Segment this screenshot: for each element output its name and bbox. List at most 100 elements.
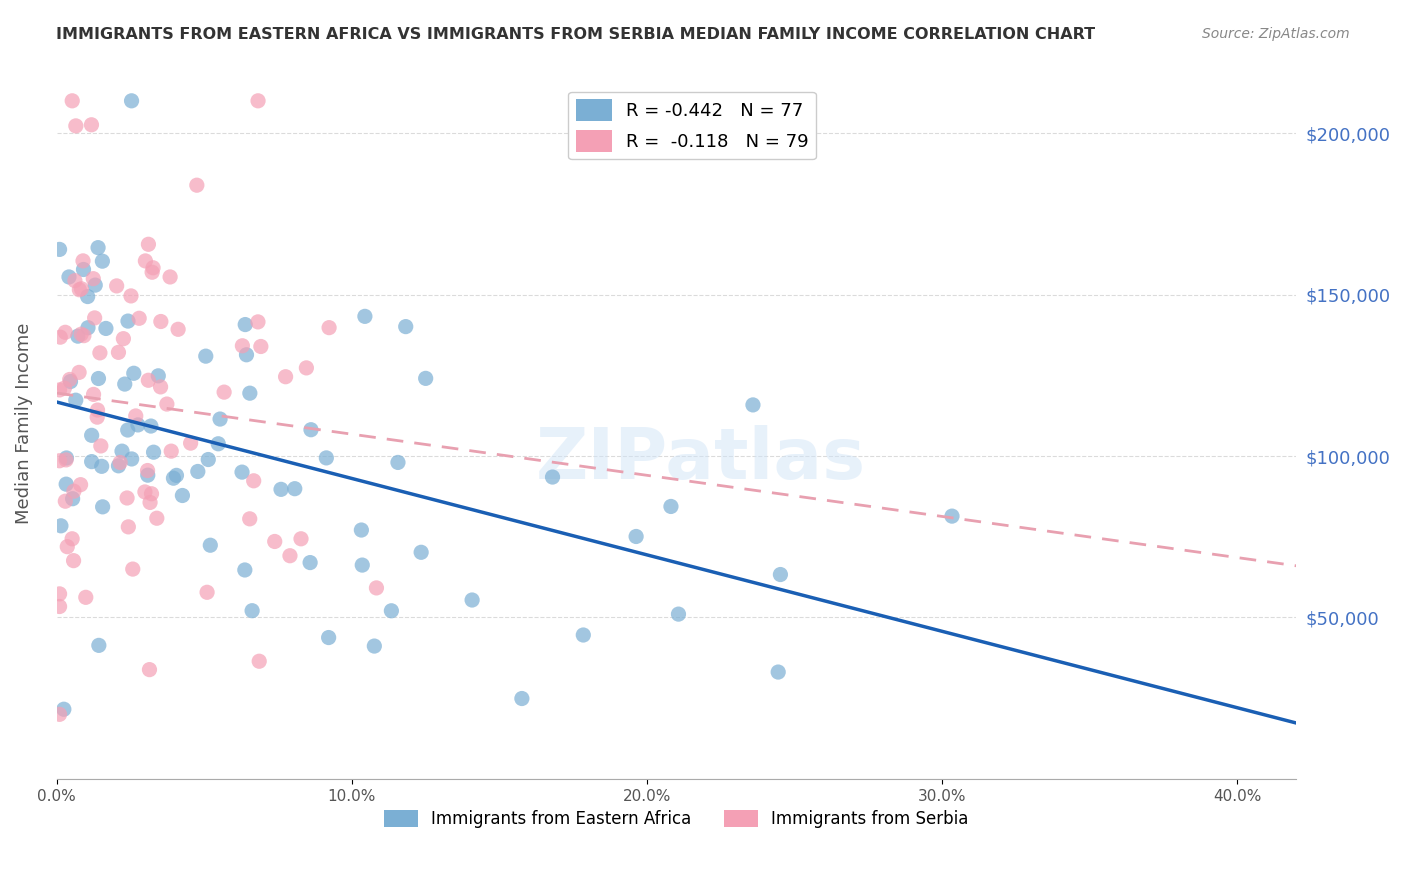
Text: IMMIGRANTS FROM EASTERN AFRICA VS IMMIGRANTS FROM SERBIA MEDIAN FAMILY INCOME CO: IMMIGRANTS FROM EASTERN AFRICA VS IMMIGR… [56,27,1095,42]
Immigrants from Serbia [49,330,72,344]
Immigrants from Serbia [290,532,312,546]
Immigrants from Serbia [239,512,262,526]
Immigrants from Serbia [141,487,163,501]
Immigrants from Serbia [138,373,160,387]
Immigrants from Serbia [63,274,86,288]
Immigrants from Serbia [263,534,285,549]
Immigrants from Serbia [138,663,160,677]
Immigrants from Serbia [120,289,142,303]
Immigrants from Eastern Africa [117,423,139,437]
Immigrants from Serbia [186,178,208,193]
Immigrants from Serbia [90,439,112,453]
Immigrants from Eastern Africa [87,639,110,653]
Immigrants from Eastern Africa [510,691,533,706]
Immigrants from Eastern Africa [49,518,72,533]
Immigrants from Eastern Africa [48,243,70,257]
Immigrants from Eastern Africa [84,278,107,293]
Immigrants from Serbia [247,654,270,668]
Immigrants from Serbia [48,454,70,468]
Immigrants from Eastern Africa [91,254,114,268]
Immigrants from Eastern Africa [162,471,184,485]
Immigrants from Eastern Africa [142,445,165,459]
Immigrants from Eastern Africa [387,455,409,469]
Immigrants from Serbia [250,339,273,353]
Immigrants from Eastern Africa [197,452,219,467]
Immigrants from Serbia [53,381,76,395]
Immigrants from Serbia [80,118,103,132]
Immigrants from Eastern Africa [148,368,170,383]
Immigrants from Eastern Africa [207,437,229,451]
Immigrants from Serbia [62,554,84,568]
Immigrants from Eastern Africa [87,371,110,385]
Immigrants from Serbia [67,365,90,379]
Immigrants from Eastern Africa [742,398,765,412]
Immigrants from Serbia [59,372,82,386]
Immigrants from Eastern Africa [80,428,103,442]
Immigrants from Eastern Africa [411,545,433,559]
Immigrants from Eastern Africa [415,371,437,385]
Immigrants from Serbia [105,279,128,293]
Immigrants from Serbia [56,540,79,554]
Immigrants from Eastern Africa [77,320,100,334]
Immigrants from Eastern Africa [240,604,263,618]
Immigrants from Eastern Africa [769,567,792,582]
Immigrants from Eastern Africa [541,470,564,484]
Immigrants from Eastern Africa [766,665,789,679]
Immigrants from Serbia [318,320,340,334]
Immigrants from Eastern Africa [114,377,136,392]
Immigrants from Serbia [195,585,218,599]
Immigrants from Eastern Africa [66,329,89,343]
Immigrants from Eastern Africa [121,94,143,108]
Immigrants from Serbia [53,494,76,508]
Text: ZIPatlas: ZIPatlas [536,425,866,494]
Immigrants from Eastern Africa [318,631,340,645]
Immigrants from Serbia [107,345,129,359]
Immigrants from Eastern Africa [941,509,963,524]
Text: Source: ZipAtlas.com: Source: ZipAtlas.com [1202,27,1350,41]
Immigrants from Serbia [134,484,156,499]
Immigrants from Serbia [149,314,172,328]
Immigrants from Serbia [86,403,108,417]
Immigrants from Eastern Africa [55,450,77,465]
Immigrants from Serbia [167,322,190,336]
Immigrants from Eastern Africa [72,262,94,277]
Immigrants from Eastern Africa [111,444,134,458]
Immigrants from Eastern Africa [55,477,77,491]
Immigrants from Serbia [146,511,169,525]
Immigrants from Serbia [246,315,269,329]
Immigrants from Serbia [89,346,111,360]
Immigrants from Eastern Africa [76,289,98,303]
Immigrants from Eastern Africa [363,639,385,653]
Immigrants from Eastern Africa [90,459,112,474]
Immigrants from Eastern Africa [299,423,322,437]
Immigrants from Serbia [48,383,70,397]
Immigrants from Serbia [112,332,135,346]
Immigrants from Serbia [65,119,87,133]
Immigrants from Eastern Africa [121,452,143,467]
Immigrants from Eastern Africa [62,491,84,506]
Immigrants from Serbia [75,591,97,605]
Immigrants from Serbia [136,463,159,477]
Immigrants from Serbia [274,369,297,384]
Immigrants from Eastern Africa [127,417,149,432]
Immigrants from Serbia [70,282,93,296]
Immigrants from Eastern Africa [200,538,222,552]
Immigrants from Serbia [53,326,76,340]
Immigrants from Eastern Africa [139,419,162,434]
Immigrants from Serbia [70,327,93,342]
Immigrants from Eastern Africa [668,607,690,621]
Immigrants from Eastern Africa [380,604,402,618]
Immigrants from Serbia [138,237,160,252]
Immigrants from Eastern Africa [235,348,257,362]
Immigrants from Eastern Africa [117,314,139,328]
Immigrants from Eastern Africa [395,319,418,334]
Immigrants from Eastern Africa [315,450,337,465]
Immigrants from Eastern Africa [52,702,75,716]
Immigrants from Eastern Africa [107,458,129,473]
Immigrants from Eastern Africa [165,468,187,483]
Immigrants from Serbia [231,339,253,353]
Immigrants from Eastern Africa [231,465,253,479]
Immigrants from Eastern Africa [58,269,80,284]
Immigrants from Eastern Africa [80,455,103,469]
Immigrants from Serbia [160,444,183,458]
